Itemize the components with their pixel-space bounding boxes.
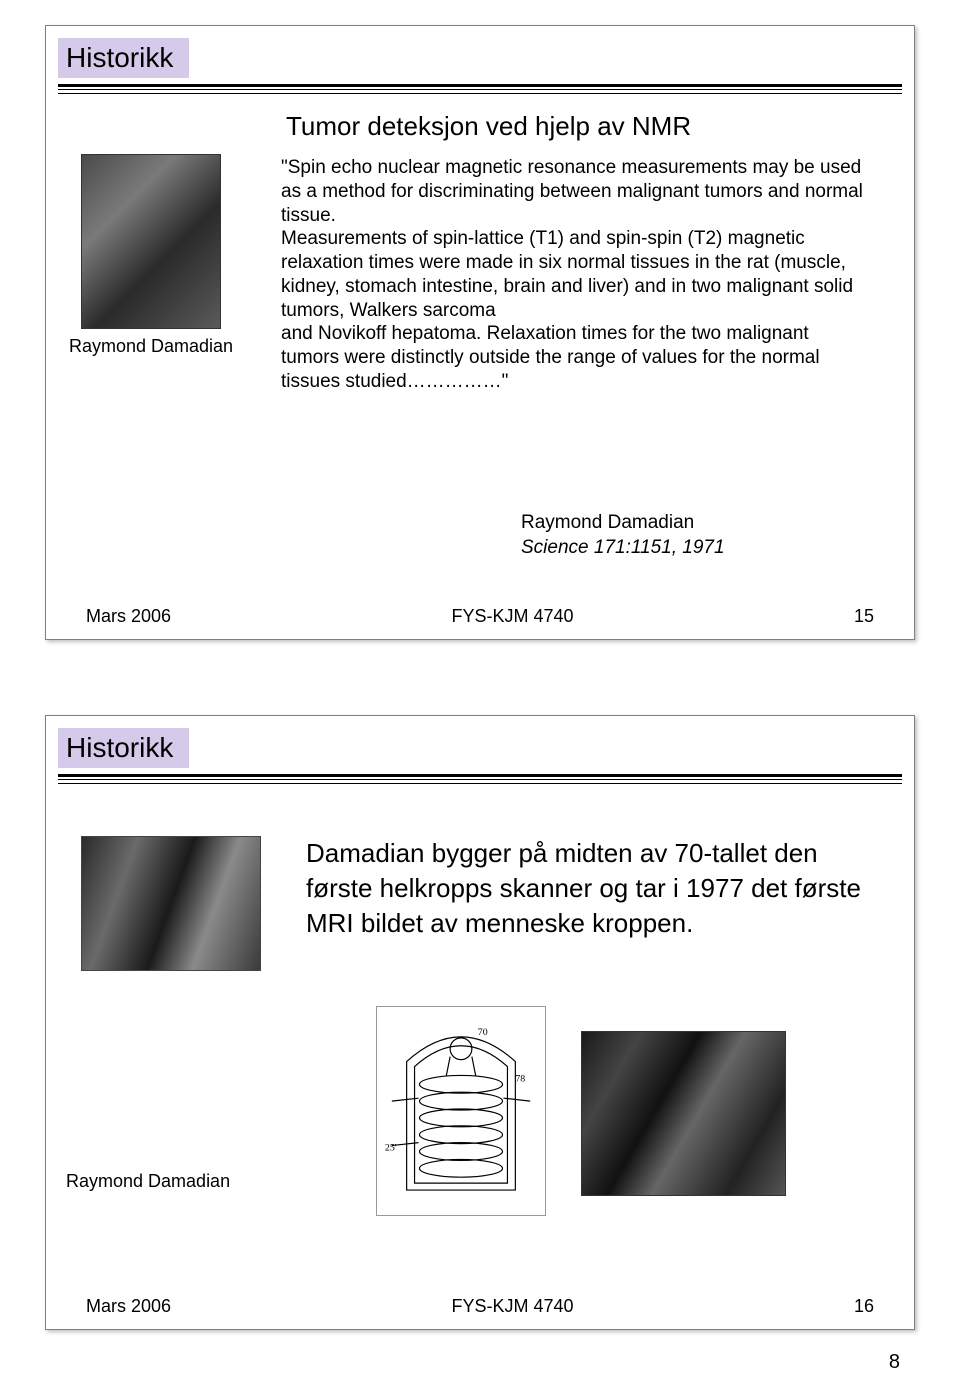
body-text: Damadian bygger på midten av 70-tallet d…	[306, 836, 866, 941]
divider	[58, 774, 902, 784]
quote-body: "Spin echo nuclear magnetic resonance me…	[281, 156, 871, 394]
svg-text:25': 25'	[385, 1143, 397, 1154]
patent-diagram: 70 78 25'	[376, 1006, 546, 1216]
slide-1: Historikk Raymond Damadian Tumor deteksj…	[45, 25, 915, 640]
svg-text:70: 70	[478, 1027, 488, 1038]
slide-footer: Mars 2006 FYS-KJM 4740 15	[86, 606, 874, 627]
divider	[58, 84, 902, 94]
footer-left: Mars 2006	[86, 1296, 171, 1317]
slide-2: Historikk Damadian bygger på midten av 7…	[45, 715, 915, 1330]
footer-right: 15	[854, 606, 874, 627]
footer-left: Mars 2006	[86, 606, 171, 627]
slide-footer: Mars 2006 FYS-KJM 4740 16	[86, 1296, 874, 1317]
attribution-cite: Science 171:1151, 1971	[521, 536, 881, 560]
attribution-name: Raymond Damadian	[521, 511, 881, 535]
footer-center: FYS-KJM 4740	[451, 1296, 573, 1317]
page-number: 8	[889, 1351, 900, 1374]
portrait-caption-2: Raymond Damadian	[66, 1171, 256, 1192]
svg-text:78: 78	[515, 1073, 525, 1084]
footer-right: 16	[854, 1296, 874, 1317]
slide-tag: Historikk	[58, 728, 189, 768]
footer-center: FYS-KJM 4740	[451, 606, 573, 627]
photo-damadian-equipment	[81, 836, 261, 971]
slide-tag: Historikk	[58, 38, 189, 78]
inner-title: Tumor deteksjon ved hjelp av NMR	[286, 111, 691, 142]
photo-scanner	[581, 1031, 786, 1196]
portrait-caption: Raymond Damadian	[66, 336, 236, 357]
portrait-damadian	[81, 154, 221, 329]
